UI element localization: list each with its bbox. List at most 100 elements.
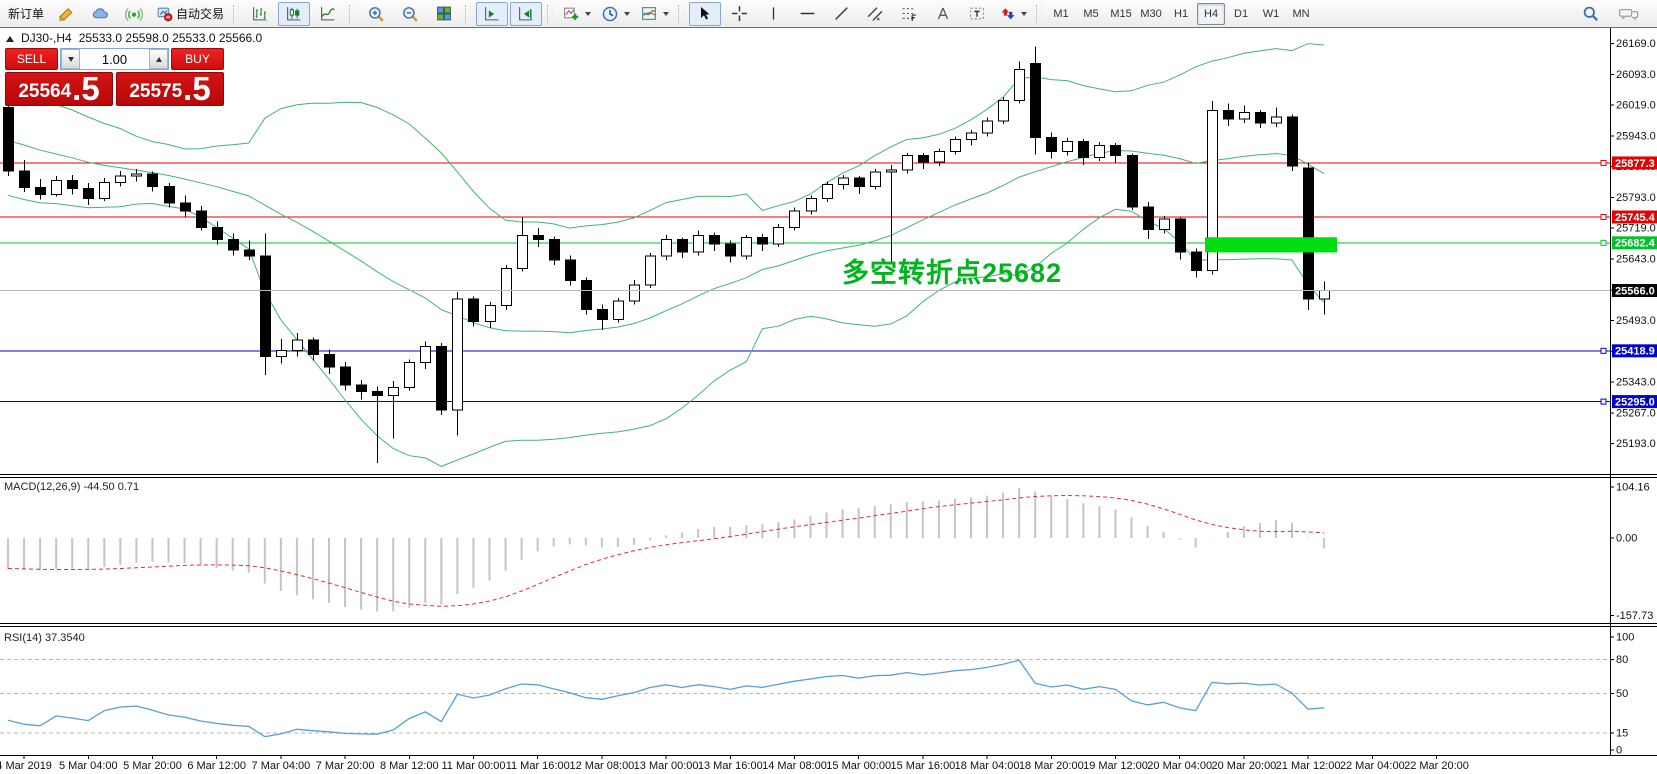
toolbar-grip: [465, 4, 472, 23]
chat-button[interactable]: [1613, 2, 1645, 26]
crosshair-button[interactable]: [723, 2, 755, 26]
svg-text:12 Mar 08:00: 12 Mar 08:00: [569, 760, 634, 772]
zoom-out-icon: [403, 6, 418, 22]
text-button[interactable]: [927, 2, 959, 26]
buy-price-box[interactable]: 25575 .5: [116, 72, 224, 106]
svg-text:8 Mar 12:00: 8 Mar 12:00: [380, 760, 439, 772]
price-label-box: [1612, 210, 1657, 224]
indicators-button[interactable]: [558, 2, 595, 26]
svg-text:26169.0: 26169.0: [1616, 38, 1656, 50]
arrows-button[interactable]: [995, 2, 1031, 26]
candlestick-icon: [287, 7, 301, 21]
fibonacci-button[interactable]: [893, 2, 925, 26]
one-click-collapse-icon[interactable]: [6, 35, 14, 42]
svg-text:5 Mar 04:00: 5 Mar 04:00: [59, 760, 118, 772]
timeframe-group: M1 M5 M15 M30 H1 H4 D1 W1 MN: [1047, 2, 1315, 25]
chart-object-button[interactable]: [50, 2, 82, 26]
svg-text:25343.0: 25343.0: [1616, 376, 1656, 388]
line-anchor-square[interactable]: [1600, 398, 1607, 405]
timeframe-m1-button[interactable]: M1: [1053, 7, 1069, 20]
autotrading-button[interactable]: 自动交易: [152, 2, 228, 26]
svg-text:14 Mar 08:00: 14 Mar 08:00: [762, 760, 827, 772]
line-chart-icon: [321, 7, 335, 21]
timeframe-h1-button[interactable]: H1: [1174, 7, 1189, 20]
svg-text:15: 15: [1616, 728, 1628, 740]
buy-price: 25575: [129, 81, 183, 102]
dropdown-caret: [624, 11, 631, 16]
volume-decrease-button[interactable]: [61, 49, 80, 69]
line-anchor-square[interactable]: [1600, 347, 1607, 354]
highlighter-icon: [58, 7, 73, 22]
timeframe-w1-button[interactable]: W1: [1262, 7, 1280, 20]
equidistant-channel-button[interactable]: [859, 2, 891, 26]
timeframe-d1-button[interactable]: D1: [1234, 7, 1249, 20]
timeframe-m5-button[interactable]: M5: [1083, 7, 1099, 20]
cursor-button[interactable]: [689, 1, 722, 26]
indicators-icon: [564, 7, 579, 20]
rsi-label: RSI(14) 37.3540: [4, 632, 85, 644]
svg-text:50: 50: [1616, 688, 1628, 700]
search-button[interactable]: [1575, 2, 1607, 26]
zoom-in-button[interactable]: [360, 2, 392, 26]
svg-text:26093.0: 26093.0: [1616, 69, 1656, 81]
zoom-out-button[interactable]: [394, 2, 426, 26]
candles: [3, 46, 1330, 464]
svg-text:15 Mar 16:00: 15 Mar 16:00: [890, 760, 955, 772]
text-label-button[interactable]: [961, 2, 993, 26]
timeframe-m15-button[interactable]: M15: [1110, 7, 1132, 20]
price-label-box: [1612, 236, 1657, 250]
new-order-button[interactable]: 新订单: [4, 2, 48, 26]
horizontal-line-button[interactable]: [791, 2, 823, 26]
one-click-trade-panel: SELL 1.00 BUY 25564 .5 25575 .5: [5, 48, 224, 106]
line-anchor-square[interactable]: [1600, 159, 1607, 166]
svg-text:25493.0: 25493.0: [1616, 315, 1656, 327]
signals-button[interactable]: [118, 2, 150, 26]
crosshair-icon: [731, 6, 747, 21]
cloud-icon: [92, 8, 108, 19]
sell-button[interactable]: SELL: [5, 48, 58, 70]
svg-text:5 Mar 20:00: 5 Mar 20:00: [123, 760, 182, 772]
svg-text:21 Mar 12:00: 21 Mar 12:00: [1276, 760, 1341, 772]
rsi-panel: [0, 659, 1610, 738]
trendline-button[interactable]: [825, 2, 857, 26]
new-order-label: 新订单: [8, 7, 45, 21]
virtual-hosting-button[interactable]: [84, 2, 116, 26]
svg-text:18 Mar 20:00: 18 Mar 20:00: [1019, 760, 1084, 772]
svg-text:25719.0: 25719.0: [1616, 222, 1656, 234]
auto-scroll-button[interactable]: [476, 1, 509, 26]
line-anchor-square[interactable]: [1600, 214, 1607, 221]
timeframe-m30-button[interactable]: M30: [1140, 7, 1162, 20]
toolbar: 新订单 自动交易: [0, 0, 1657, 28]
periods-button[interactable]: [597, 2, 634, 26]
svg-text:26019.0: 26019.0: [1616, 99, 1656, 111]
timeframe-mn-button[interactable]: MN: [1292, 7, 1310, 20]
svg-text:80: 80: [1616, 654, 1628, 666]
toolbar-grip: [678, 4, 685, 23]
rsi-line: [7, 659, 1325, 738]
chart-canvas[interactable]: 26169.026093.026019.025943.025869.025793…: [0, 28, 1657, 774]
svg-text:7 Mar 20:00: 7 Mar 20:00: [316, 760, 375, 772]
line-chart-button[interactable]: [312, 2, 344, 26]
green-zone-rectangle[interactable]: [1205, 237, 1337, 253]
timeframe-h4-button[interactable]: H4: [1197, 2, 1226, 25]
candlestick-chart-button[interactable]: [278, 1, 311, 26]
template-icon: [642, 7, 656, 20]
volume-increase-button[interactable]: [149, 49, 168, 69]
tile-windows-icon: [437, 6, 451, 21]
tile-windows-button[interactable]: [428, 2, 460, 26]
line-anchor-square[interactable]: [1600, 239, 1607, 246]
price-axis[interactable]: 26169.026093.026019.025943.025869.025793…: [1600, 38, 1657, 757]
sell-price-box[interactable]: 25564 .5: [5, 72, 113, 106]
toolbar-grip: [349, 4, 356, 23]
bar-chart-button[interactable]: [244, 2, 276, 26]
toolbar-grip: [1036, 4, 1043, 23]
time-axis[interactable]: 4 Mar 2019 5 Mar 04:00 5 Mar 20:00 6 Mar 12…: [0, 755, 1469, 772]
buy-button[interactable]: BUY: [171, 48, 224, 70]
svg-text:22 Mar 04:00: 22 Mar 04:00: [1340, 760, 1405, 772]
vertical-line-button[interactable]: [757, 2, 789, 26]
price-label-box: [1612, 156, 1657, 170]
svg-text:6 Mar 12:00: 6 Mar 12:00: [187, 760, 246, 772]
volume-value[interactable]: 1.00: [101, 51, 128, 67]
chart-shift-button[interactable]: [510, 1, 543, 26]
templates-button[interactable]: [636, 2, 673, 26]
